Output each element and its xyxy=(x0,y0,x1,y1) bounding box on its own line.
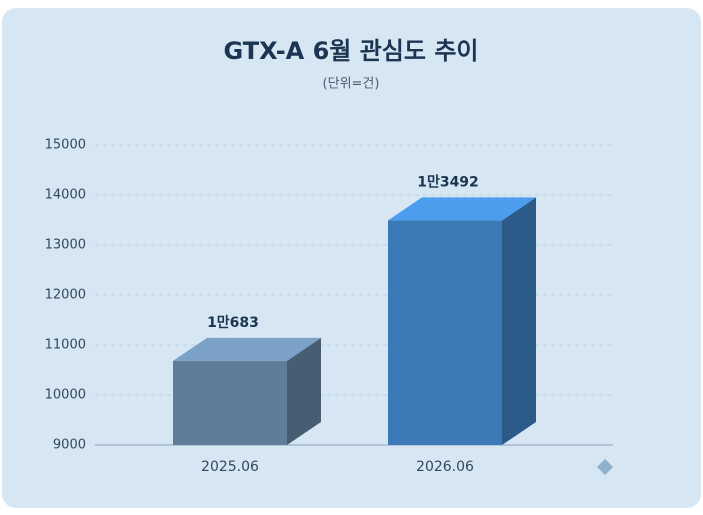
y-tick-label: 11000 xyxy=(45,338,86,353)
chart-title: GTX-A 6월 관심도 추이 xyxy=(224,37,479,65)
x-tick-label: 2026.06 xyxy=(416,459,474,475)
decor-diamond xyxy=(597,459,613,475)
y-tick-label: 12000 xyxy=(45,288,86,303)
bar-top xyxy=(388,197,536,221)
bar-side xyxy=(502,197,536,445)
bar xyxy=(388,220,502,445)
x-tick-label: 2025.06 xyxy=(201,459,259,475)
bar-side xyxy=(287,337,321,445)
bar xyxy=(173,360,287,445)
y-tick-label: 13000 xyxy=(45,238,86,253)
y-tick-label: 9000 xyxy=(53,438,86,453)
value-label: 1만683 xyxy=(207,315,259,331)
chart-card xyxy=(2,8,701,508)
chart-subtitle: (단위=건) xyxy=(323,77,380,92)
bar-top xyxy=(173,337,321,361)
y-tick-label: 10000 xyxy=(45,388,86,403)
y-tick-label: 14000 xyxy=(45,188,86,203)
value-label: 1만3492 xyxy=(417,174,479,190)
y-tick-label: 15000 xyxy=(45,138,86,153)
